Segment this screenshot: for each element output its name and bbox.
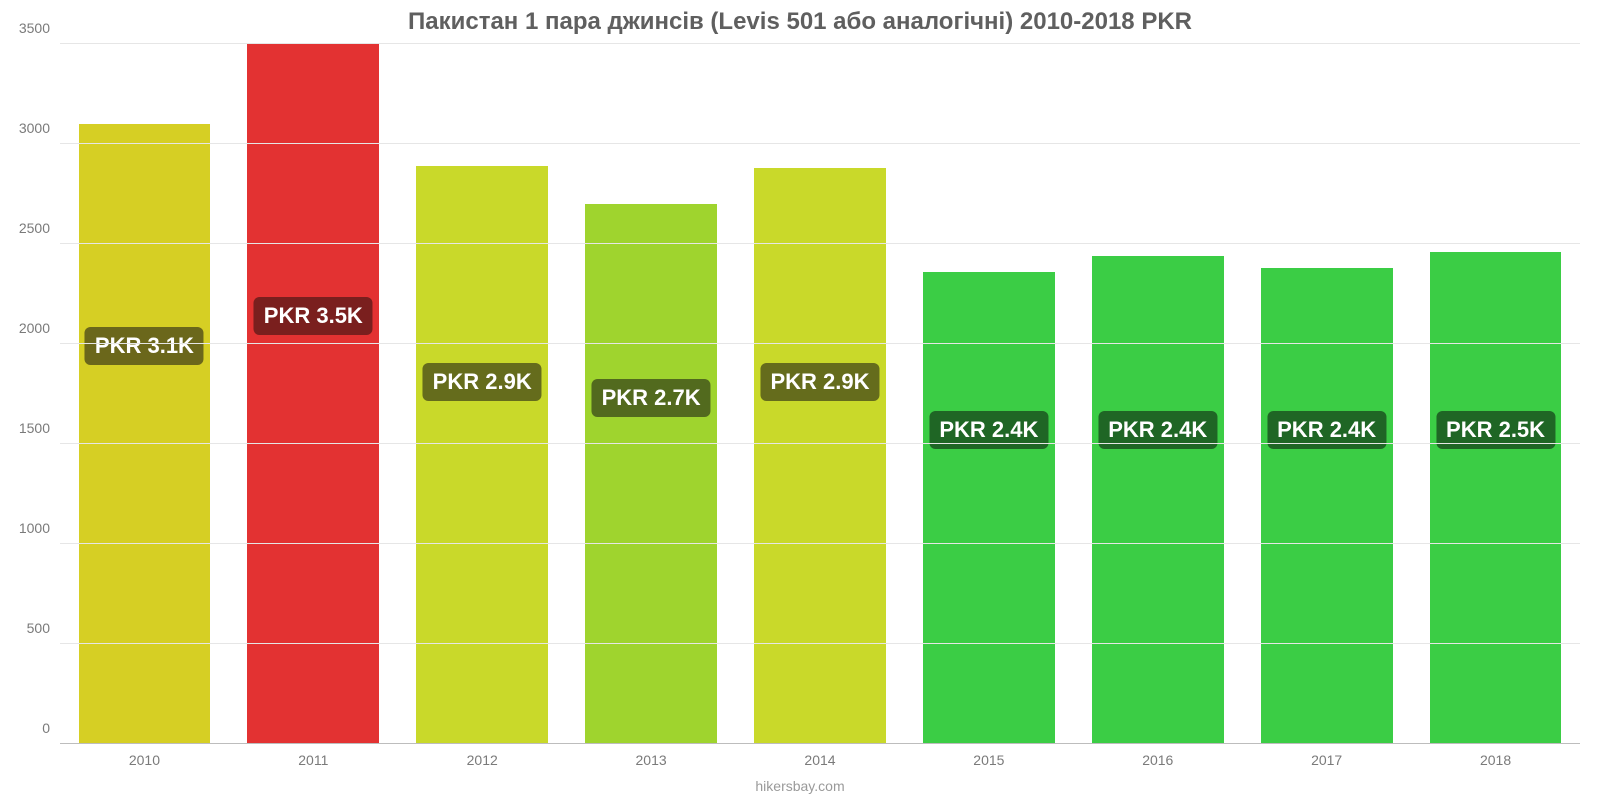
bar-slot: PKR 2.5K2018 [1411, 44, 1580, 744]
bar [1430, 252, 1562, 744]
value-badge: PKR 2.9K [423, 363, 542, 401]
x-axis-label: 2012 [467, 752, 498, 768]
value-badge: PKR 2.7K [592, 379, 711, 417]
x-axis-label: 2010 [129, 752, 160, 768]
y-axis-tick: 500 [27, 620, 50, 636]
bar [1261, 268, 1393, 744]
y-axis-tick: 3500 [19, 20, 50, 36]
bar-slot: PKR 2.4K2015 [904, 44, 1073, 744]
y-axis-tick: 2500 [19, 220, 50, 236]
bar [754, 168, 886, 744]
gridline [60, 643, 1580, 644]
gridline [60, 543, 1580, 544]
bar [1092, 256, 1224, 744]
chart-title: Пакистан 1 пара джинсів (Levis 501 або а… [0, 0, 1600, 36]
chart-credit: hikersbay.com [755, 778, 844, 794]
gridline [60, 143, 1580, 144]
y-axis-tick: 1000 [19, 520, 50, 536]
bar [585, 204, 717, 744]
x-axis-label: 2013 [636, 752, 667, 768]
gridline [60, 343, 1580, 344]
x-axis-label: 2015 [973, 752, 1004, 768]
x-axis-label: 2014 [804, 752, 835, 768]
bar-slot: PKR 2.7K2013 [567, 44, 736, 744]
plot-area: PKR 3.1K2010PKR 3.5K2011PKR 2.9K2012PKR … [60, 44, 1580, 744]
bar-slot: PKR 2.4K2017 [1242, 44, 1411, 744]
value-badge: PKR 3.1K [85, 327, 204, 365]
bar-slot: PKR 2.4K2016 [1073, 44, 1242, 744]
y-axis-tick: 2000 [19, 320, 50, 336]
bar-slot: PKR 2.9K2012 [398, 44, 567, 744]
y-axis-tick: 1500 [19, 420, 50, 436]
x-axis-label: 2011 [298, 752, 328, 768]
bar [247, 44, 379, 744]
x-axis-label: 2018 [1480, 752, 1511, 768]
x-axis-label: 2016 [1142, 752, 1173, 768]
bar [79, 124, 211, 744]
bar-slot: PKR 3.5K2011 [229, 44, 398, 744]
value-badge: PKR 3.5K [254, 297, 373, 335]
y-axis-tick: 3000 [19, 120, 50, 136]
bar-slot: PKR 3.1K2010 [60, 44, 229, 744]
y-axis-tick: 0 [42, 720, 50, 736]
bar [416, 166, 548, 744]
x-axis-label: 2017 [1311, 752, 1342, 768]
gridline [60, 243, 1580, 244]
price-bar-chart: Пакистан 1 пара джинсів (Levis 501 або а… [0, 0, 1600, 800]
bars-row: PKR 3.1K2010PKR 3.5K2011PKR 2.9K2012PKR … [60, 44, 1580, 744]
value-badge: PKR 2.9K [760, 363, 879, 401]
x-axis-baseline [60, 743, 1580, 744]
bar-slot: PKR 2.9K2014 [736, 44, 905, 744]
gridline [60, 443, 1580, 444]
gridline [60, 43, 1580, 44]
